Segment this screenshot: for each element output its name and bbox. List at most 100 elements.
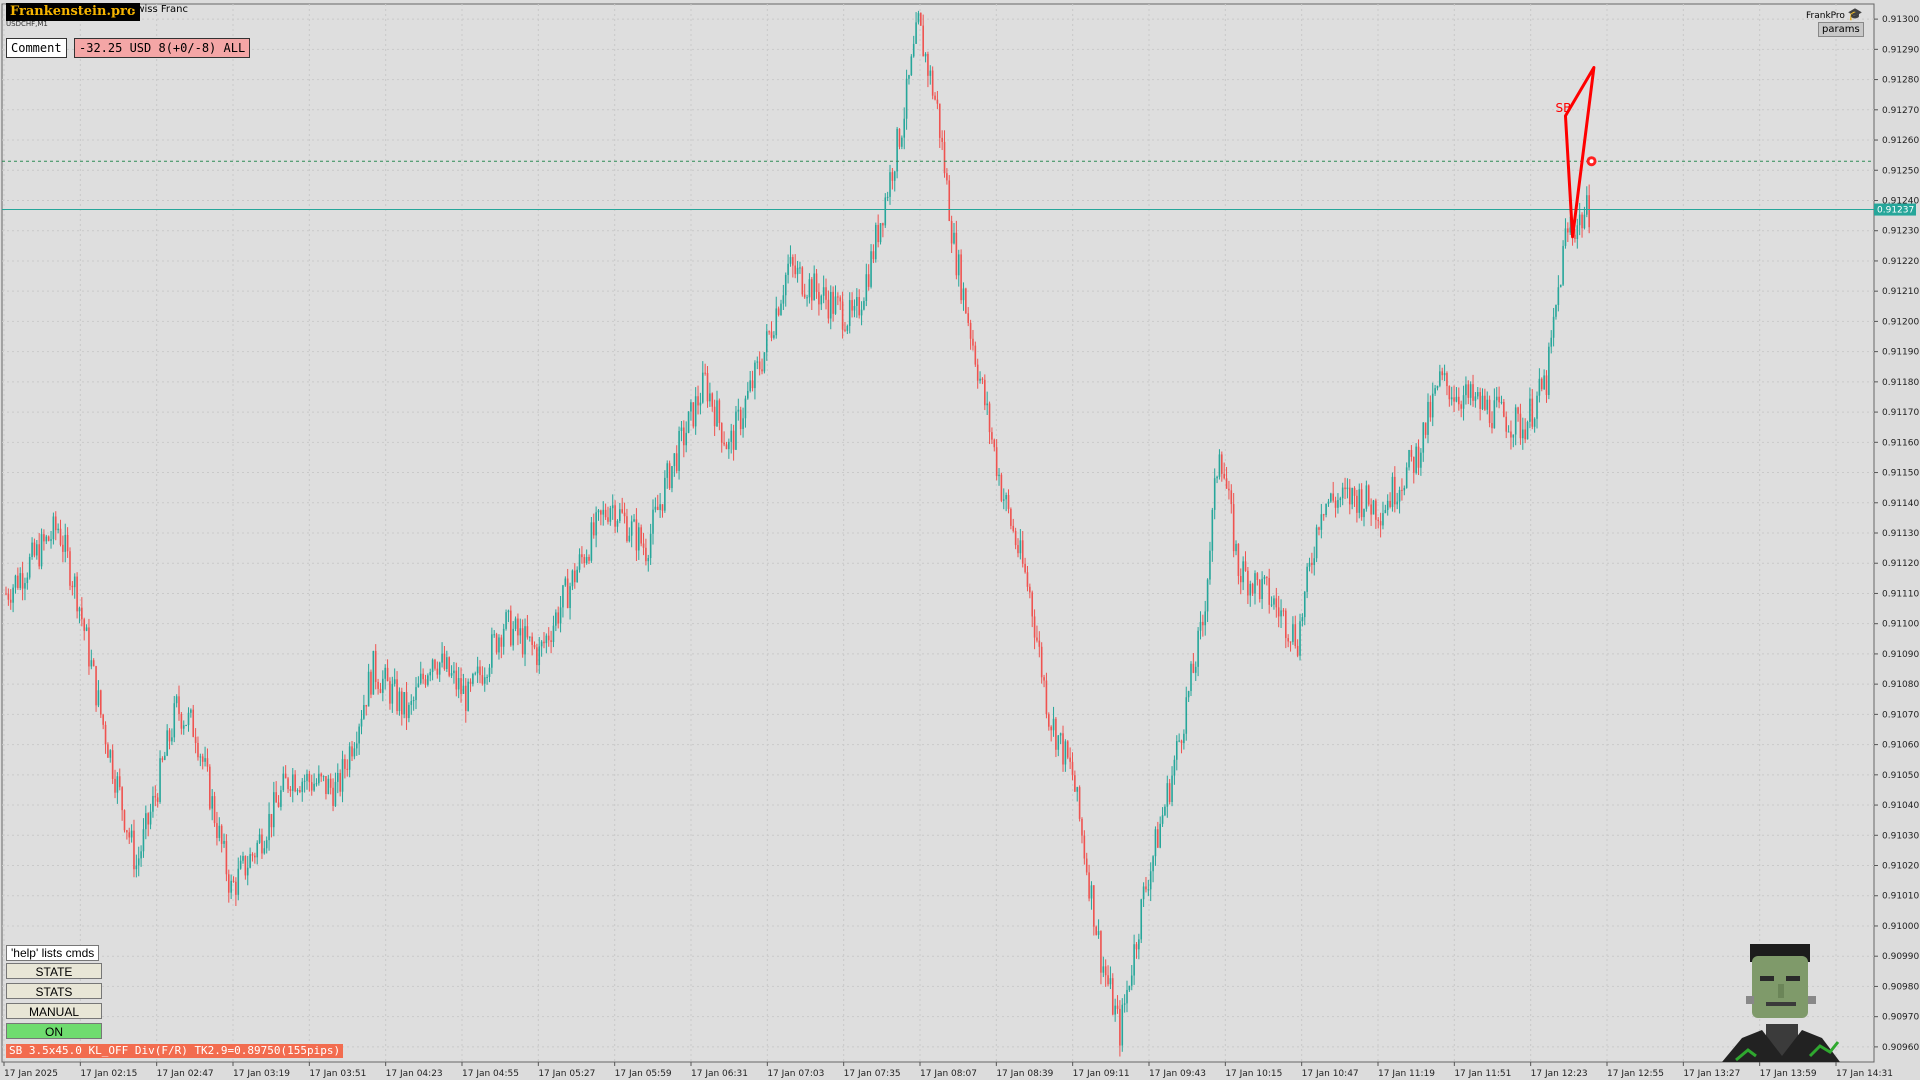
candle-body: [159, 758, 161, 802]
candle-body: [1484, 395, 1486, 410]
candle-body: [967, 313, 970, 323]
candle-body: [581, 554, 583, 558]
candle-body: [457, 678, 460, 690]
x-tick-label: 17 Jan 11:19: [1378, 1069, 1435, 1079]
candle-body: [332, 787, 334, 806]
candle-body: [1405, 467, 1408, 488]
candle-body: [78, 607, 81, 612]
candle-body: [1420, 452, 1422, 468]
candle-body: [1183, 733, 1185, 744]
manual-button[interactable]: MANUAL: [6, 1003, 102, 1019]
candle-body: [948, 180, 951, 221]
candle-body: [142, 829, 145, 852]
candle-body: [1306, 566, 1308, 592]
candle-body: [533, 644, 536, 648]
candle-body: [1559, 284, 1562, 288]
candle-body: [510, 610, 512, 646]
candle-body: [467, 681, 469, 711]
candle-body: [1486, 399, 1489, 410]
candle-body: [135, 865, 138, 870]
params-button[interactable]: params: [1818, 22, 1864, 37]
candle-body: [813, 273, 815, 301]
candle-body: [1325, 503, 1327, 516]
candle-body: [1180, 740, 1183, 744]
candle-body: [531, 636, 533, 645]
candle-body: [1320, 514, 1323, 530]
candle-body: [856, 297, 858, 306]
candle-body: [1512, 434, 1515, 438]
candle-body: [1104, 966, 1107, 976]
candle-body: [1204, 611, 1207, 626]
candle-body: [735, 411, 737, 450]
x-tick-label: 17 Jan 08:07: [920, 1069, 977, 1079]
candle-body: [770, 331, 773, 338]
candle-body: [1301, 617, 1304, 622]
candle-body: [732, 430, 735, 450]
candle-body: [429, 672, 432, 676]
candle-body: [758, 361, 761, 370]
y-tick-label: 0.90960: [1882, 1043, 1919, 1053]
candle-body: [178, 696, 180, 714]
candle-body: [1277, 607, 1280, 617]
candle-body: [1545, 375, 1548, 396]
candle-body: [1462, 395, 1465, 409]
candle-body: [133, 830, 135, 870]
state-button[interactable]: STATE: [6, 963, 102, 979]
candle-body: [543, 641, 545, 644]
candle-body: [1166, 783, 1169, 807]
candle-body: [1059, 733, 1062, 736]
candle-body: [1360, 489, 1363, 518]
candle-body: [360, 718, 363, 727]
candle-body: [223, 840, 225, 844]
candle-body: [943, 141, 946, 174]
candle-body: [706, 373, 709, 402]
candle-body: [1327, 501, 1330, 504]
candle-body: [946, 173, 948, 181]
candle-body: [1147, 889, 1150, 891]
candle-body: [671, 466, 673, 489]
candle-body: [17, 575, 19, 588]
candle-body: [590, 522, 593, 561]
candle-body: [547, 635, 550, 641]
candle-body: [71, 585, 74, 588]
candle-body: [1344, 487, 1346, 490]
x-tick-label: 17 Jan 07:35: [844, 1069, 901, 1079]
candle-body: [1294, 624, 1297, 646]
candle-body: [796, 267, 799, 275]
candle-body: [765, 331, 768, 353]
candle-body: [1057, 735, 1060, 750]
candle-body: [1007, 495, 1010, 509]
candle-body: [81, 607, 83, 620]
candle-body: [1266, 576, 1268, 578]
candle-body: [993, 439, 996, 448]
candle-body: [1569, 227, 1571, 233]
candle-body: [256, 842, 259, 858]
candle-body: [254, 855, 256, 858]
candle-body: [891, 172, 894, 181]
candle-body: [837, 296, 839, 298]
candle-body: [1133, 944, 1135, 976]
candle-body: [718, 400, 721, 424]
candle-body: [483, 677, 486, 684]
candle-body: [197, 743, 199, 758]
y-tick-label: 0.91040: [1882, 801, 1919, 811]
candle-body: [1375, 500, 1377, 520]
comment-button[interactable]: Comment: [6, 38, 67, 58]
candle-body: [1062, 733, 1064, 765]
on-toggle-button[interactable]: ON: [6, 1023, 102, 1039]
candle-body: [1389, 500, 1391, 507]
candle-body: [258, 834, 261, 843]
candle-body: [344, 759, 346, 769]
stats-button[interactable]: STATS: [6, 983, 102, 999]
y-tick-label: 0.91160: [1882, 438, 1919, 448]
candle-body: [1270, 604, 1273, 606]
candle-body: [1178, 740, 1180, 742]
candle-body: [815, 273, 818, 292]
candle-body: [1296, 645, 1299, 656]
candle-body: [1377, 519, 1380, 522]
candle-body: [526, 626, 529, 638]
candle-body: [175, 696, 178, 704]
candle-body: [1292, 624, 1294, 642]
candle-body: [649, 533, 652, 559]
